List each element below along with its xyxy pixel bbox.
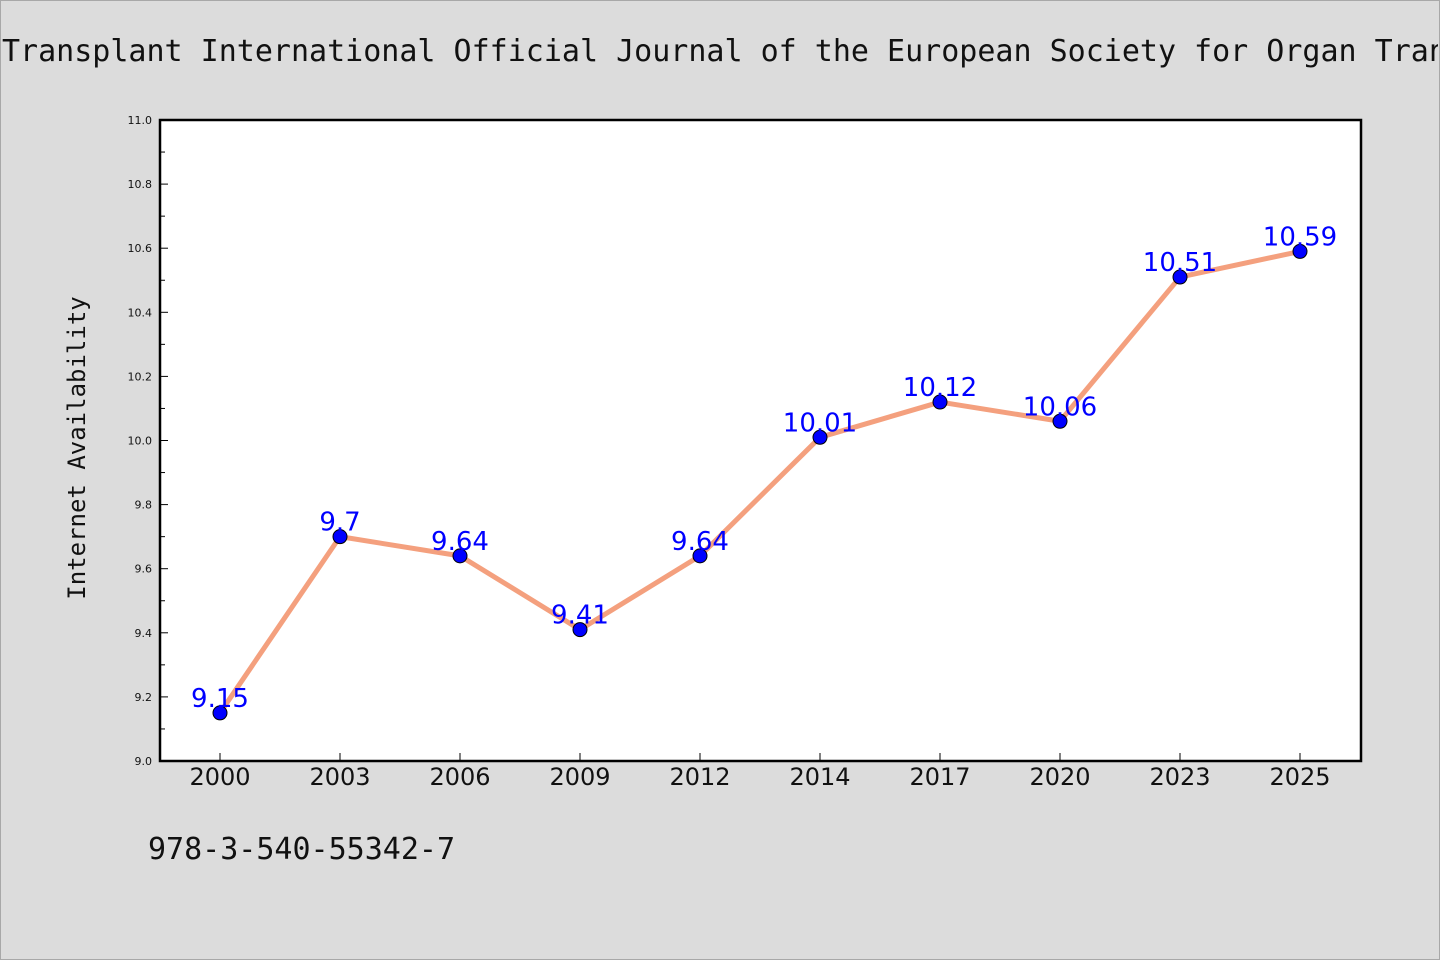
y-tick-label: 9.8 [135, 499, 153, 512]
y-tick-label: 9.4 [135, 627, 153, 640]
y-tick-label: 9.2 [135, 691, 153, 704]
plot-area [158, 118, 1363, 763]
y-tick-label: 10.2 [128, 370, 153, 383]
data-label: 9.64 [431, 527, 489, 557]
data-point [452, 548, 468, 564]
y-axis-ticks: 9.0 9.2 9.4 9.6 9.8 10.0 10.2 10.4 10.6 10.8 11.0 [128, 114, 168, 768]
x-tick-label: 2017 [909, 763, 970, 791]
y-tick-label: 9.0 [135, 755, 153, 768]
data-point [212, 705, 228, 721]
data-label: 9.7 [319, 508, 360, 538]
y-tick-label: 10.4 [128, 306, 153, 319]
data-point [332, 529, 348, 545]
x-tick-label: 2014 [789, 763, 850, 791]
x-tick-label: 2009 [549, 763, 610, 791]
data-label: 10.59 [1263, 222, 1337, 252]
series-line [217, 248, 1303, 716]
data-labels-group: 9.15 9.7 9.64 9.41 9.64 10.01 10.12 10.06 10.51 1… [191, 222, 1337, 714]
data-point [1172, 269, 1188, 285]
series-line-group [217, 248, 1303, 716]
data-label: 10.06 [1023, 392, 1097, 422]
data-label: 9.15 [191, 684, 249, 714]
chart-title: Transplant International Official Journa… [2, 34, 1438, 69]
y-axis-label: Internet Availability [63, 296, 91, 599]
data-point [1052, 413, 1068, 429]
data-point [932, 394, 948, 410]
data-label: 9.41 [551, 601, 609, 631]
x-tick-label: 2012 [669, 763, 730, 791]
x-axis-ticks: 2000 2003 2006 2009 2012 2014 2017 2020 2023 2025 [189, 753, 1331, 791]
data-label: 9.64 [671, 527, 729, 557]
data-label: 10.01 [783, 408, 857, 438]
x-tick-label: 2020 [1029, 763, 1090, 791]
data-point [692, 548, 708, 564]
x-tick-label: 2025 [1269, 763, 1330, 791]
footnote-isbn: 978-3-540-55342-7 [148, 832, 456, 867]
data-point [572, 622, 588, 638]
y-tick-label: 10.0 [128, 435, 153, 448]
x-tick-label: 2003 [309, 763, 370, 791]
y-tick-label: 10.8 [128, 178, 153, 191]
x-tick-label: 2023 [1149, 763, 1210, 791]
data-point [1292, 243, 1308, 259]
x-tick-label: 2000 [189, 763, 250, 791]
data-label: 10.51 [1143, 248, 1217, 278]
series-points-group [212, 243, 1308, 721]
data-label: 10.12 [903, 373, 977, 403]
x-tick-label: 2006 [429, 763, 490, 791]
y-tick-label: 11.0 [128, 114, 153, 127]
y-tick-label: 10.6 [128, 242, 153, 255]
data-point [812, 429, 828, 445]
y-tick-label: 9.6 [135, 563, 153, 576]
